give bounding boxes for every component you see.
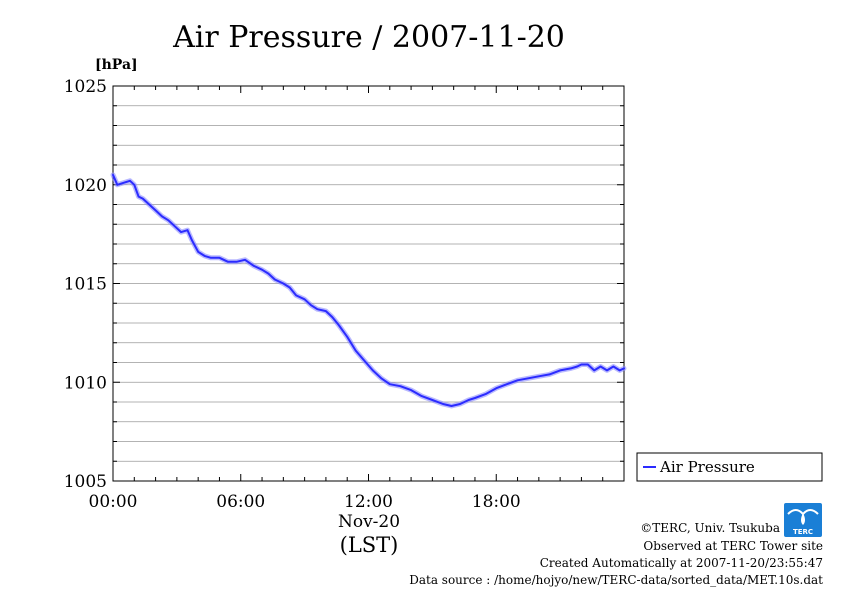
- grid-lines: [113, 105, 624, 462]
- x-axis-date-label: Nov-20: [338, 512, 400, 532]
- y-tick-label: 1020: [64, 176, 107, 196]
- copyright-text: ©TERC, Univ. Tsukuba: [640, 521, 780, 535]
- axis-ticks: [112, 86, 625, 481]
- y-axis-unit-label: [hPa]: [95, 57, 138, 73]
- x-tick-label: 00:00: [89, 492, 138, 512]
- data-source-text: Data source : /home/hojyo/new/TERC-data/…: [409, 573, 823, 587]
- x-tick-label: 12:00: [344, 492, 393, 512]
- y-tick-label: 1025: [64, 77, 107, 97]
- x-axis-timezone-label: (LST): [340, 533, 399, 557]
- chart-title: Air Pressure / 2007-11-20: [172, 20, 565, 55]
- plot-frame: [112, 85, 625, 482]
- legend-frame: [636, 452, 823, 482]
- series-layer: [110, 172, 627, 409]
- created-timestamp-text: Created Automatically at 2007-11-20/23:5…: [540, 556, 823, 570]
- terc-logo: TERC: [784, 503, 822, 537]
- x-tick-labels: 00:00 06:00 12:00 18:00: [89, 492, 521, 512]
- legend-label: Air Pressure: [659, 458, 755, 476]
- logo-drop-icon: [801, 513, 805, 525]
- y-tick-label: 1005: [64, 472, 107, 492]
- y-tick-label: 1015: [64, 275, 107, 295]
- y-tick-labels: 1005 1010 1015 1020 1025: [64, 77, 107, 492]
- y-tick-label: 1010: [64, 373, 107, 393]
- observed-site-text: Observed at TERC Tower site: [643, 539, 823, 553]
- series-line-air-pressure: [112, 173, 625, 407]
- series-halo: [110, 172, 627, 409]
- x-tick-label: 18:00: [472, 492, 521, 512]
- x-tick-label: 06:00: [216, 492, 265, 512]
- logo-text: TERC: [793, 528, 813, 536]
- legend-box: Air Pressure: [636, 452, 823, 482]
